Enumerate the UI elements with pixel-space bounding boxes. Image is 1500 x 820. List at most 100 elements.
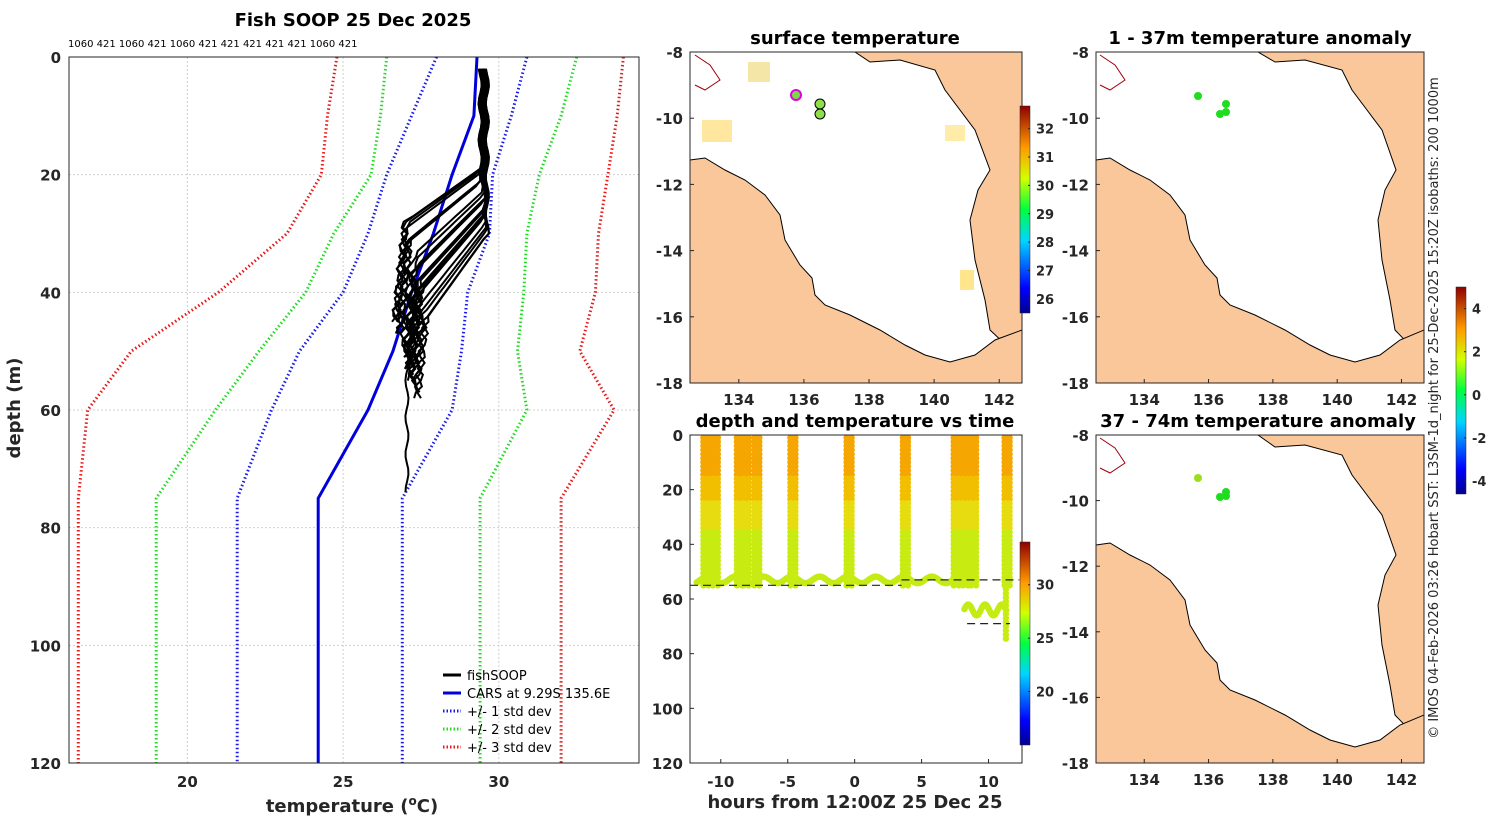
lon-tick-label: 136: [788, 391, 819, 409]
depth-time-title: depth and temperature vs time: [696, 411, 1015, 432]
x-tick-label: 10: [978, 773, 999, 791]
colorbar-tick-label: 20: [1036, 686, 1054, 701]
fishsoop-cast: [406, 68, 488, 381]
lat-tick-label: -12: [1062, 558, 1089, 576]
colorbar-tick-label: -4: [1472, 475, 1486, 490]
colorbar-tick-label: 0: [1472, 389, 1481, 404]
fishsoop-cast: [399, 68, 486, 346]
map-frame: [1095, 434, 1425, 764]
map-ticks: 134 136 138 140 142 -8 -10 -12 -14 -16 -18: [1062, 44, 1417, 409]
anomaly-lower-title: 37 - 74m temperature anomaly: [1100, 411, 1416, 432]
copyright-note: © IMOS 04-Feb-2026 03:26 Hobart SST: L3S…: [1427, 77, 1442, 739]
surface-temp-colorbar: [1019, 105, 1031, 314]
fishsoop-cast: [394, 68, 484, 323]
cast-point: [955, 582, 962, 589]
lon-tick-label: 134: [1129, 391, 1160, 409]
profile-title: Fish SOOP 25 Dec 2025: [235, 10, 472, 31]
depth-time-colorbar: [1019, 541, 1031, 746]
lat-tick-label: -8: [1072, 427, 1089, 445]
colorbar-tick-label: 25: [1036, 632, 1054, 647]
x-tick-label: 5: [916, 773, 926, 791]
series-std3: [559, 57, 625, 763]
anomaly-marker: [1216, 110, 1224, 118]
anomaly-colorbar: [1455, 286, 1467, 495]
depth-time-marks: [690, 434, 1020, 642]
lat-tick-label: -8: [666, 44, 683, 62]
map-frame: [1095, 51, 1425, 384]
lon-tick-label: 142: [1386, 391, 1417, 409]
depth-time-chart: depth and temperature vs time -10 -5 0 5 100…: [652, 411, 1054, 813]
colorbar-tick-label: 32: [1036, 123, 1054, 138]
legend-fishsoop: fishSOOP: [467, 669, 527, 684]
anomaly-colorbar-ticks: -4 -2 0 2 4: [1464, 303, 1486, 490]
surface-temp-title: surface temperature: [750, 28, 960, 49]
map-station-marker: [814, 98, 826, 110]
map-land: [690, 52, 1022, 383]
lon-tick-label: 138: [853, 391, 884, 409]
x-tick-label: 30: [488, 773, 509, 791]
legend-cars: CARS at 9.29S 135.6E: [467, 687, 610, 702]
colorbar-tick-label: 26: [1036, 293, 1054, 308]
lon-tick-label: 142: [1386, 771, 1417, 789]
colorbar-tick-label: 27: [1036, 264, 1054, 279]
lat-tick-label: -8: [1072, 44, 1089, 62]
surface-temp-colorbar-ticks: 26 27 28 29 30 31 32: [1028, 123, 1054, 308]
lat-tick-label: -16: [656, 309, 683, 327]
series-std1: [235, 57, 438, 763]
colorbar-tick-label: 4: [1472, 303, 1481, 318]
fishsoop-cast: [395, 68, 485, 334]
profile-top-labels: 1060 421 1060 421 1060 421 421 421 421 4…: [68, 39, 357, 50]
profile-xlabel: temperature (oC): [266, 794, 438, 817]
anomaly-marker: [1194, 474, 1202, 482]
fishsoop-cast: [404, 350, 410, 493]
lon-tick-label: 136: [1193, 391, 1224, 409]
colorbar-tick-label: -2: [1472, 432, 1486, 447]
anomaly-marker: [1222, 492, 1230, 500]
legend-std1: +/- 1 std dev: [467, 705, 552, 720]
cast-point: [950, 582, 957, 589]
series-std2: [154, 57, 389, 763]
map-ticks: 134 136 138 140 142 -8 -10 -12 -14 -16 -18: [1062, 427, 1417, 789]
lon-tick-label: 134: [1129, 771, 1160, 789]
lat-tick-label: -16: [1062, 689, 1089, 707]
anomaly-map-upper: 1 - 37m temperature anomaly 134 136 138 140…: [1062, 28, 1425, 409]
map-ticks: 134 136 138 140 142 -8 -10 -12 -14 -16 -18: [656, 44, 1015, 409]
y-tick-label: 20: [40, 167, 61, 185]
lat-tick-label: -12: [1062, 176, 1089, 194]
profile-gridlines: [69, 56, 639, 764]
series-std3: [76, 57, 339, 763]
profile-frame: [68, 56, 640, 764]
fishsoop-cast: [412, 68, 490, 393]
colorbar-tick-label: 30: [1036, 579, 1054, 594]
lat-tick-label: -14: [1062, 624, 1089, 642]
map-station-marker: [790, 89, 802, 101]
y-tick-label: 40: [40, 284, 61, 302]
lon-tick-label: 140: [918, 391, 949, 409]
lon-tick-label: 140: [1322, 771, 1353, 789]
fishsoop-cast: [391, 68, 483, 323]
y-tick-label: 120: [652, 755, 683, 773]
series-std2: [478, 57, 579, 763]
lat-tick-label: -10: [1062, 493, 1089, 511]
profile-chart: Fish SOOP 25 Dec 2025 1060 421 1060 421 …: [4, 10, 640, 817]
depth-time-colorbar-ticks: 20 25 30: [1028, 579, 1054, 701]
colorbar-tick-label: 28: [1036, 236, 1054, 251]
profile-ylabel: depth (m): [4, 358, 25, 459]
x-tick-label: -10: [707, 773, 734, 791]
anomaly-marker: [1216, 493, 1224, 501]
lon-tick-label: 138: [1257, 771, 1288, 789]
legend-std2: +/- 2 std dev: [467, 723, 552, 738]
lat-tick-label: -18: [656, 375, 683, 393]
x-tick-label: 20: [177, 773, 198, 791]
x-tick-label: 0: [849, 773, 859, 791]
profile-ticks: 20 25 30 0 20 40 60 80 100 120: [30, 49, 510, 791]
map-land: [1096, 52, 1424, 383]
colorbar-tick-label: 31: [1036, 151, 1054, 166]
lon-tick-label: 136: [1193, 771, 1224, 789]
anomaly-map-lower: 37 - 74m temperature anomaly 134 136 138 14…: [1062, 286, 1486, 789]
y-tick-label: 120: [30, 755, 61, 773]
lat-tick-label: -10: [656, 110, 683, 128]
colorbar-tick-label: 29: [1036, 208, 1054, 223]
y-tick-label: 40: [662, 536, 683, 554]
